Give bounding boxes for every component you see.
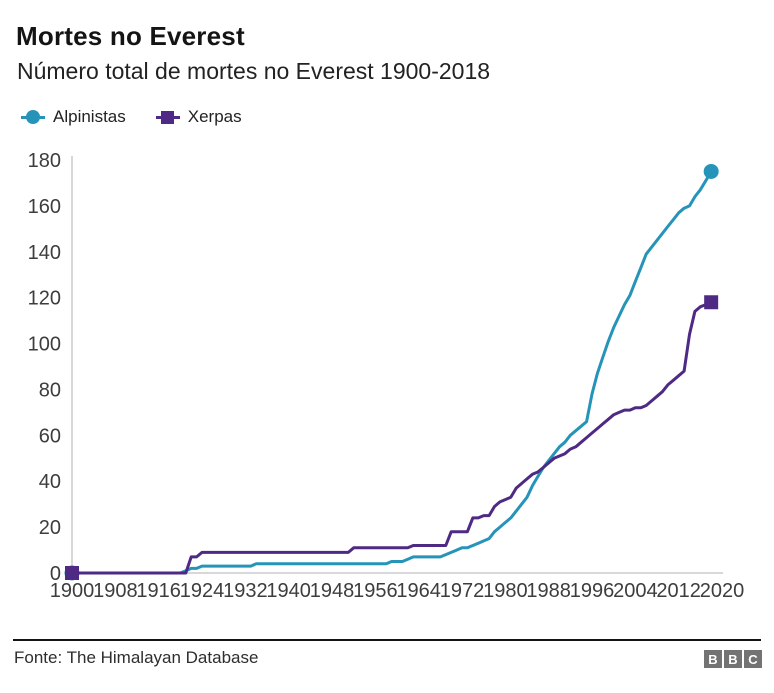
x-tick-label: 1908 (93, 580, 138, 602)
legend-item-xerpas: Xerpas (155, 107, 242, 127)
y-tick-label: 60 (39, 425, 61, 447)
x-tick-label: 1956 (353, 580, 398, 602)
x-tick-label: 1996 (570, 580, 615, 602)
bbc-logo-letter: B (724, 650, 742, 668)
legend-item-alpinistas: Alpinistas (21, 107, 126, 127)
source-text: Fonte: The Himalayan Database (14, 648, 259, 667)
y-tick-label: 180 (28, 150, 61, 172)
x-tick-label: 1988 (526, 580, 571, 602)
chart-legend: Alpinistas Xerpas (21, 107, 242, 127)
page-subtitle: Número total de mortes no Everest 1900-2… (17, 58, 491, 84)
x-tick-label: 1972 (440, 580, 485, 602)
x-tick-label: 1980 (483, 580, 528, 602)
series-line-xerpas (70, 300, 713, 575)
start-marker-xerpas-square-icon (65, 566, 79, 580)
series-line-alpinistas (70, 170, 713, 575)
y-tick-label: 140 (28, 242, 61, 264)
x-tick-label: 1900 (50, 580, 95, 602)
x-tick-label: 1932 (223, 580, 268, 602)
legend-label-alpinistas: Alpinistas (53, 107, 126, 126)
xerpas-line-square-icon (155, 109, 180, 125)
x-tick-label: 1916 (136, 580, 181, 602)
x-tick-label: 1940 (266, 580, 311, 602)
y-tick-label: 120 (28, 288, 61, 310)
end-marker-alpinistas-circle-icon (703, 163, 719, 179)
y-tick-label: 80 (39, 379, 61, 401)
x-tick-label: 2020 (700, 580, 745, 602)
x-tick-label: 1924 (180, 580, 225, 602)
y-tick-label: 160 (28, 196, 61, 218)
line-chart: 0 20 40 60 80 100 120 140 160 180 1900 1908 1916 1924… (0, 140, 774, 625)
alpinistas-line-dot-icon (21, 109, 45, 125)
everest-deaths-chart-svg: 0 20 40 60 80 100 120 140 160 180 1900190819161924… (28, 150, 745, 602)
y-tick-label: 20 (39, 517, 61, 539)
end-marker-xerpas-square-icon (704, 295, 719, 310)
bbc-logo-letter: C (744, 650, 762, 668)
page-title: Mortes no Everest (16, 21, 245, 51)
y-tick-label: 100 (28, 334, 61, 356)
x-tick-label: 1948 (310, 580, 355, 602)
bbc-logo-letter: B (704, 650, 722, 668)
x-tick-label: 2012 (656, 580, 701, 602)
x-tick-label: 1964 (396, 580, 441, 602)
x-tick-label: 2004 (613, 580, 658, 602)
legend-label-xerpas: Xerpas (187, 107, 242, 126)
footer-divider (13, 639, 761, 641)
y-tick-label: 0 (50, 563, 61, 585)
y-tick-label: 40 (39, 471, 61, 493)
bbc-logo: B B C (704, 650, 762, 668)
